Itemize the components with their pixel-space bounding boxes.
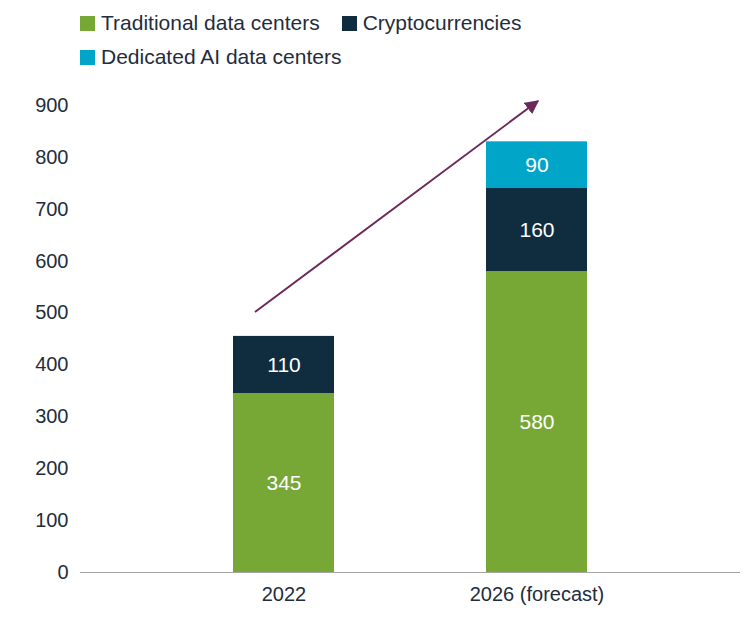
svg-text:2022: 2022 <box>262 583 307 605</box>
svg-text:580: 580 <box>519 410 554 433</box>
svg-text:90: 90 <box>525 153 548 176</box>
svg-text:500: 500 <box>35 301 68 323</box>
svg-text:900: 900 <box>35 94 68 116</box>
svg-text:160: 160 <box>519 218 554 241</box>
html-text:Traditional data centers: Traditional data centers <box>101 11 320 34</box>
svg-text:400: 400 <box>35 353 68 375</box>
html-text:Dedicated AI data centers: Dedicated AI data centers <box>101 45 342 68</box>
svg-text:200: 200 <box>35 457 68 479</box>
svg-text:345: 345 <box>266 471 301 494</box>
svg-text:0: 0 <box>57 561 68 583</box>
svg-text:100: 100 <box>35 509 68 531</box>
svg-text:110: 110 <box>267 353 300 376</box>
svg-text:700: 700 <box>35 198 68 220</box>
svg-text:800: 800 <box>35 146 68 168</box>
svg-text:2026 (forecast): 2026 (forecast) <box>470 583 605 605</box>
svg-text:300: 300 <box>35 405 68 427</box>
html-text:Cryptocurrencies: Cryptocurrencies <box>362 11 522 34</box>
svg-text:600: 600 <box>35 250 68 272</box>
